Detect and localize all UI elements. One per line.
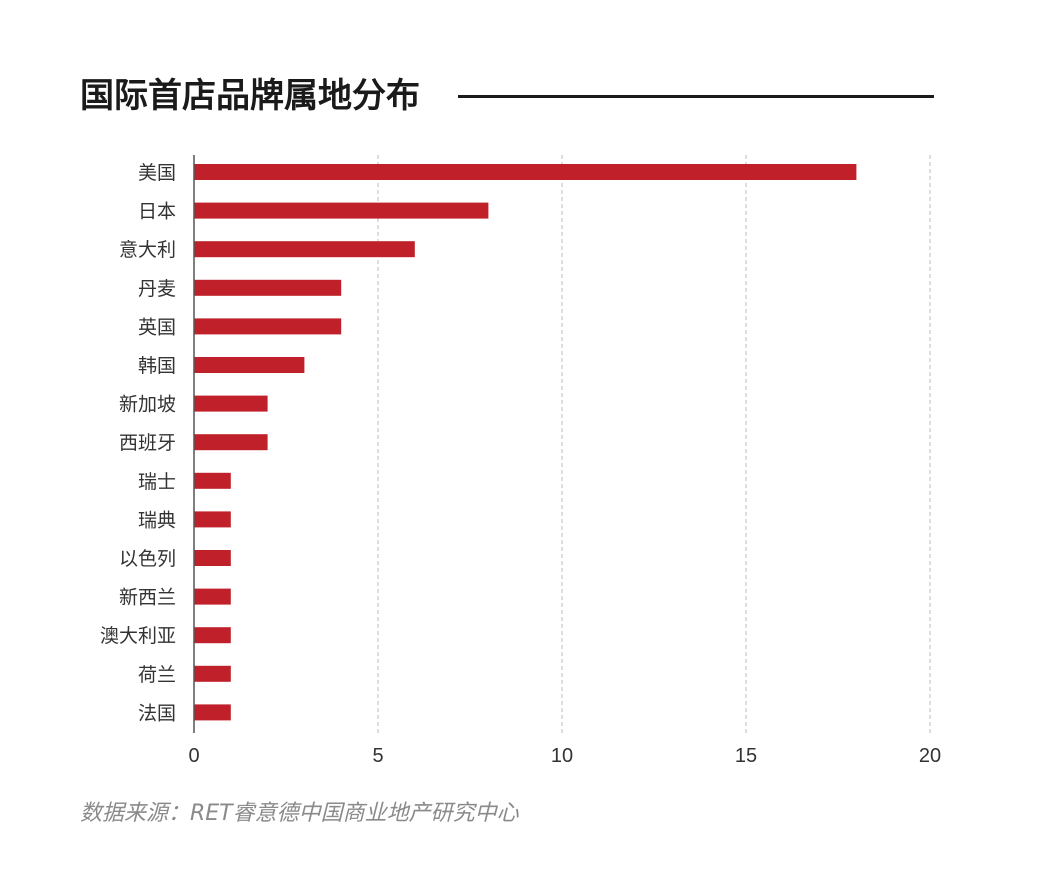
- chart-title: 国际首店品牌属地分布: [80, 76, 420, 116]
- bar: [194, 164, 857, 180]
- x-tick-label: 5: [372, 745, 383, 767]
- category-label: 西班牙: [119, 432, 176, 454]
- bar: [194, 395, 268, 412]
- bar: [194, 241, 415, 258]
- category-label: 新加坡: [119, 394, 176, 416]
- category-label: 韩国: [138, 355, 176, 377]
- bar: [194, 704, 231, 721]
- x-tick-label: 20: [919, 745, 941, 767]
- bar: [194, 588, 231, 605]
- bar: [194, 318, 342, 335]
- category-label: 丹麦: [138, 278, 176, 300]
- category-label: 新西兰: [119, 587, 176, 609]
- bar: [194, 279, 342, 296]
- title-rule: [458, 95, 934, 98]
- bar: [194, 511, 231, 528]
- category-label: 英国: [138, 316, 176, 338]
- bar: [194, 202, 489, 219]
- category-label: 日本: [138, 201, 176, 223]
- bar: [194, 550, 231, 566]
- x-tick-label: 10: [551, 745, 573, 767]
- category-label: 瑞士: [138, 471, 176, 493]
- category-label: 美国: [138, 162, 176, 184]
- category-label: 意大利: [119, 239, 176, 261]
- source-note: 数据来源：RET睿意德中国商业地产研究中心: [80, 801, 519, 826]
- category-label: 瑞典: [138, 509, 176, 531]
- category-label: 澳大利亚: [100, 625, 176, 647]
- category-label: 法国: [138, 702, 176, 724]
- x-tick-label: 0: [188, 745, 199, 767]
- bar: [194, 665, 231, 682]
- bar: [194, 434, 268, 451]
- category-label: 以色列: [119, 548, 176, 570]
- x-tick-label: 15: [735, 745, 757, 767]
- category-label: 荷兰: [138, 664, 176, 686]
- bar: [194, 627, 231, 644]
- bar: [194, 357, 305, 373]
- bar: [194, 472, 231, 489]
